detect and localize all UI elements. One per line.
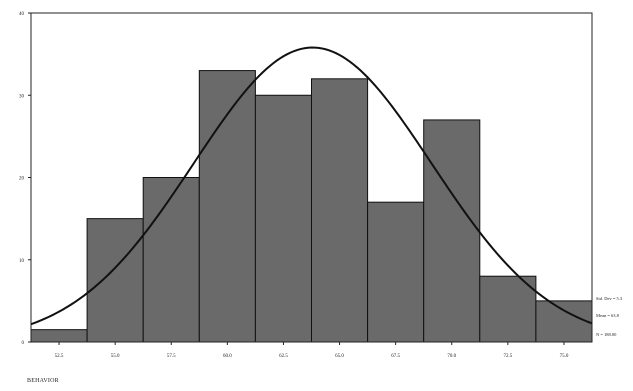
stat-label: Std. Dev = 5.3 (596, 296, 623, 301)
histogram-bar (142, 177, 200, 343)
x-axis-label: BEHAVIOR (27, 378, 59, 384)
histogram-bar (198, 70, 256, 343)
histogram-bar (479, 275, 537, 343)
y-tick-label: 20 (19, 177, 25, 182)
x-tick-label: 60.0 (223, 354, 232, 359)
stats-legend: Std. Dev = 5.3 Mean = 63.8 N = 188.00 (596, 296, 623, 337)
x-tick-label: 75.0 (560, 354, 569, 359)
histogram-bar (367, 201, 425, 343)
x-tick-label: 70.0 (447, 354, 456, 359)
bars-layer (30, 70, 593, 343)
x-axis-ticks: 52.5 55.0 57.5 60.0 62.5 65.0 67.5 70.0 72.5 75.0 (55, 342, 569, 359)
x-tick-label: 52.5 (55, 354, 64, 359)
histogram-bar (30, 329, 88, 343)
x-tick-label: 65.0 (335, 354, 344, 359)
normal-curve (30, 46, 593, 326)
stat-label: N = 188.00 (596, 332, 617, 337)
y-tick-label: 10 (19, 259, 25, 264)
y-tick-label: 40 (19, 12, 25, 17)
x-tick-label: 72.5 (503, 354, 512, 359)
y-axis-ticks: 0 10 20 30 40 (19, 12, 31, 346)
x-tick-label: 67.5 (391, 354, 400, 359)
y-tick-label: 0 (22, 341, 25, 346)
histogram-bar (311, 78, 369, 343)
x-tick-label: 55.0 (111, 354, 120, 359)
histogram-bar (86, 218, 144, 343)
histogram-bar (254, 94, 312, 343)
stat-label: Mean = 63.8 (596, 313, 620, 318)
x-tick-label: 62.5 (279, 354, 288, 359)
histogram-bar (535, 300, 593, 343)
histogram-bar (423, 119, 481, 343)
y-tick-label: 30 (19, 94, 25, 99)
x-tick-label: 57.5 (167, 354, 176, 359)
